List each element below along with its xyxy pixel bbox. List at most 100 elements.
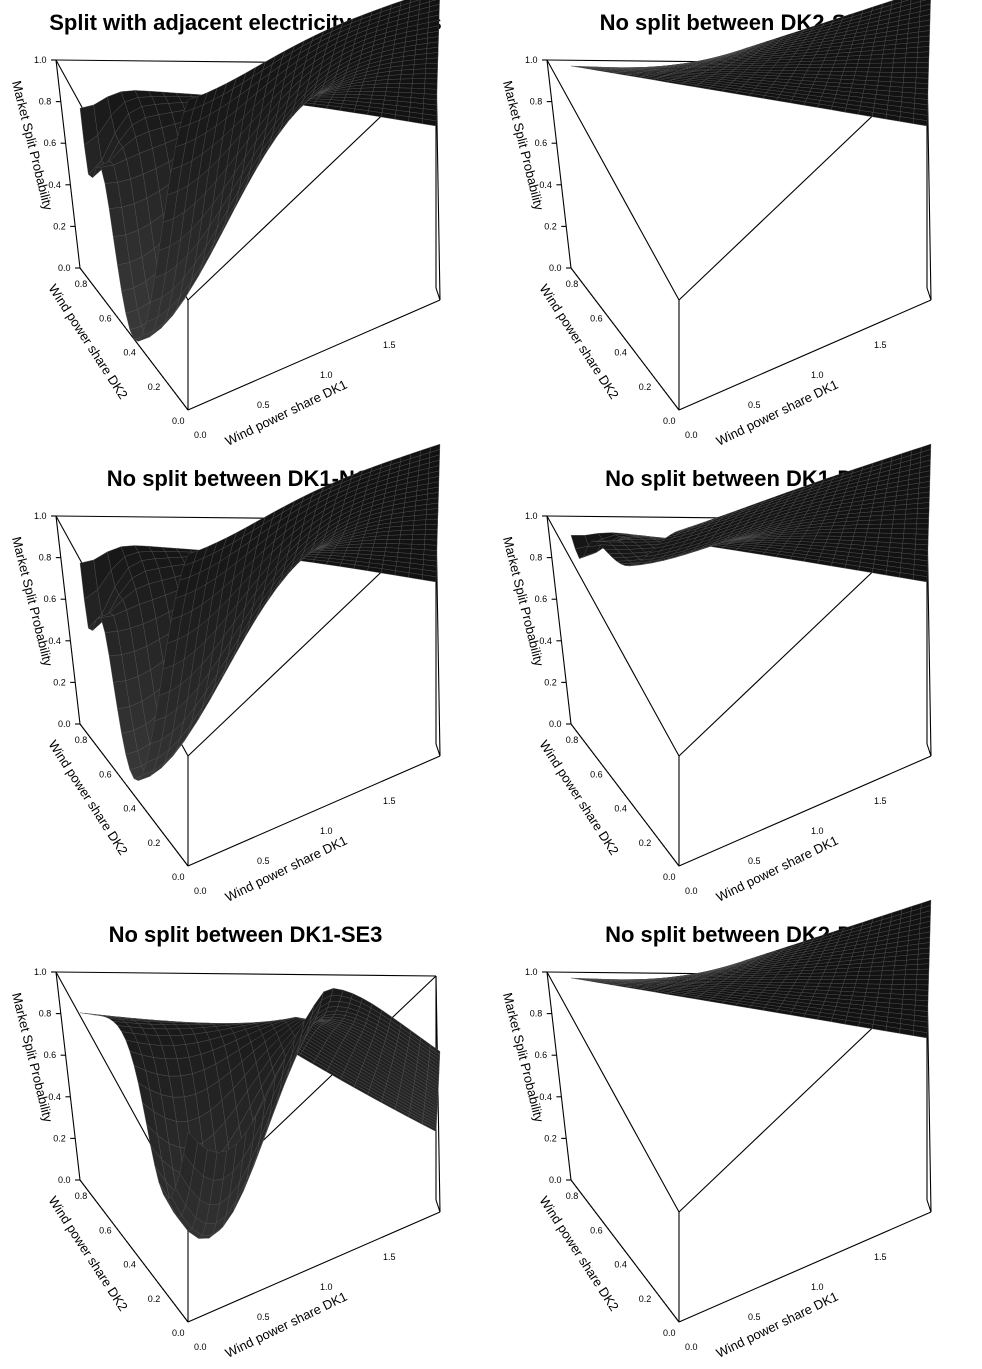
z-tick-label: 0.6 — [535, 1050, 548, 1060]
surface-facet — [852, 991, 867, 997]
surface-facet — [917, 51, 930, 58]
surface-facet — [917, 46, 930, 53]
surface-facet — [829, 71, 844, 76]
surface-facet — [891, 979, 905, 985]
surface-facet — [413, 524, 426, 531]
surface-facet — [787, 538, 803, 542]
surface-facet — [770, 67, 786, 71]
surface-facet — [844, 975, 859, 980]
surface-facet — [814, 535, 829, 540]
surface-facet — [917, 507, 930, 514]
z-tick-label: 0.6 — [44, 1050, 57, 1060]
z-tick-label: 0.6 — [44, 138, 57, 148]
surface-facet — [915, 538, 929, 546]
y-tick-label: 0.6 — [99, 769, 112, 779]
surface-facet — [372, 87, 387, 92]
surface-facet — [856, 975, 870, 980]
surface-facet — [867, 979, 881, 985]
surface-facet — [891, 984, 905, 990]
surface-facet — [902, 87, 916, 94]
z-tick-label: 1.0 — [525, 967, 538, 977]
x-tick-label: 0.5 — [748, 400, 761, 410]
surface-facet — [902, 538, 916, 545]
surface-facet — [818, 67, 833, 72]
surface-panel: No split between DK1-SE3 0.0 0.2 0.4 0.6 0.8 1… — [0, 912, 491, 1368]
surface-facet — [331, 988, 344, 997]
surface-facet — [815, 532, 831, 537]
surface-facet — [866, 71, 881, 77]
surface-mesh — [79, 0, 440, 342]
x-tick-label: 0.5 — [748, 856, 761, 866]
surface-facet — [893, 57, 906, 64]
surface-facet — [799, 538, 815, 543]
surface-facet — [412, 73, 426, 79]
surface-facet — [890, 988, 904, 995]
z-tick-label: 0.4 — [48, 180, 61, 190]
surface-facet — [880, 62, 894, 68]
y-tick-label: 0.0 — [663, 1328, 676, 1338]
surface-plot: 0.0 0.2 0.4 0.6 0.8 1.0 0.0 0.2 0.4 0.6 0.8 0.0 0.5 1… — [500, 0, 932, 449]
box-edge — [678, 755, 932, 867]
y-axis-label: Wind power share DK2 — [536, 281, 621, 401]
surface-facet — [916, 67, 929, 74]
x-axis-label: Wind power share DK1 — [223, 833, 350, 905]
surface-facet — [757, 979, 774, 983]
box-edge — [926, 1199, 932, 1213]
surface-facet — [387, 78, 401, 84]
surface-facet — [890, 81, 904, 88]
y-tick-label: 0.2 — [639, 1294, 652, 1304]
x-tick-label: 0.5 — [748, 1312, 761, 1322]
surface-facet — [878, 76, 892, 82]
y-tick-label: 0.2 — [148, 382, 161, 392]
y-tick-label: 0.6 — [99, 1225, 112, 1235]
x-tick-label: 1.5 — [383, 340, 396, 350]
z-tick-label: 0.6 — [44, 594, 57, 604]
x-axis-label: Wind power share DK1 — [714, 377, 841, 449]
box-edge — [570, 1179, 680, 1323]
y-tick-label: 0.6 — [590, 1225, 603, 1235]
y-tick-label: 0.6 — [590, 313, 603, 323]
surface-facet — [915, 87, 929, 95]
surface-facet — [920, 899, 932, 909]
surface-facet — [853, 532, 868, 538]
y-axis-label: Wind power share DK2 — [536, 1193, 621, 1313]
box-edge — [926, 287, 932, 301]
surface-facet — [331, 550, 347, 554]
surface-facet — [881, 514, 895, 520]
surface-facet — [784, 976, 799, 980]
y-tick-label: 0.4 — [614, 1260, 627, 1270]
surface-facet — [399, 534, 413, 540]
y-tick-label: 0.8 — [75, 279, 88, 289]
surface-mesh — [570, 0, 931, 127]
surface-facet — [916, 523, 929, 530]
surface-facet — [755, 981, 771, 985]
box-edge — [435, 287, 441, 301]
surface-facet — [788, 535, 804, 539]
box-edge — [570, 267, 680, 411]
surface-plot: 0.0 0.2 0.4 0.6 0.8 1.0 0.0 0.2 0.4 0.6 0.8 0.0 0.5 1… — [500, 443, 932, 905]
z-tick-label: 0.4 — [539, 636, 552, 646]
surface-facet — [902, 543, 916, 550]
x-tick-label: 0.5 — [257, 856, 270, 866]
surface-facet — [856, 63, 870, 68]
surface-facet — [778, 985, 794, 989]
x-axis-label: Wind power share DK1 — [223, 377, 350, 449]
surface-facet — [905, 969, 918, 975]
z-tick-label: 0.8 — [39, 97, 52, 107]
box-edge — [570, 723, 680, 867]
surface-facet — [852, 536, 867, 542]
surface-facet — [424, 544, 438, 551]
surface-facet — [411, 87, 425, 94]
surface-facet — [358, 91, 374, 96]
surface-facet — [878, 528, 893, 534]
z-tick-label: 0.4 — [48, 1092, 61, 1102]
surface-facet — [425, 62, 438, 69]
surface-facet — [743, 981, 759, 985]
surface-facet — [344, 550, 360, 555]
surface-mesh — [570, 443, 932, 583]
surface-facet — [864, 80, 879, 86]
surface-facet — [812, 538, 828, 543]
surface-facet — [372, 543, 387, 548]
surface-facet — [803, 73, 818, 79]
y-tick-label: 0.4 — [614, 804, 627, 814]
